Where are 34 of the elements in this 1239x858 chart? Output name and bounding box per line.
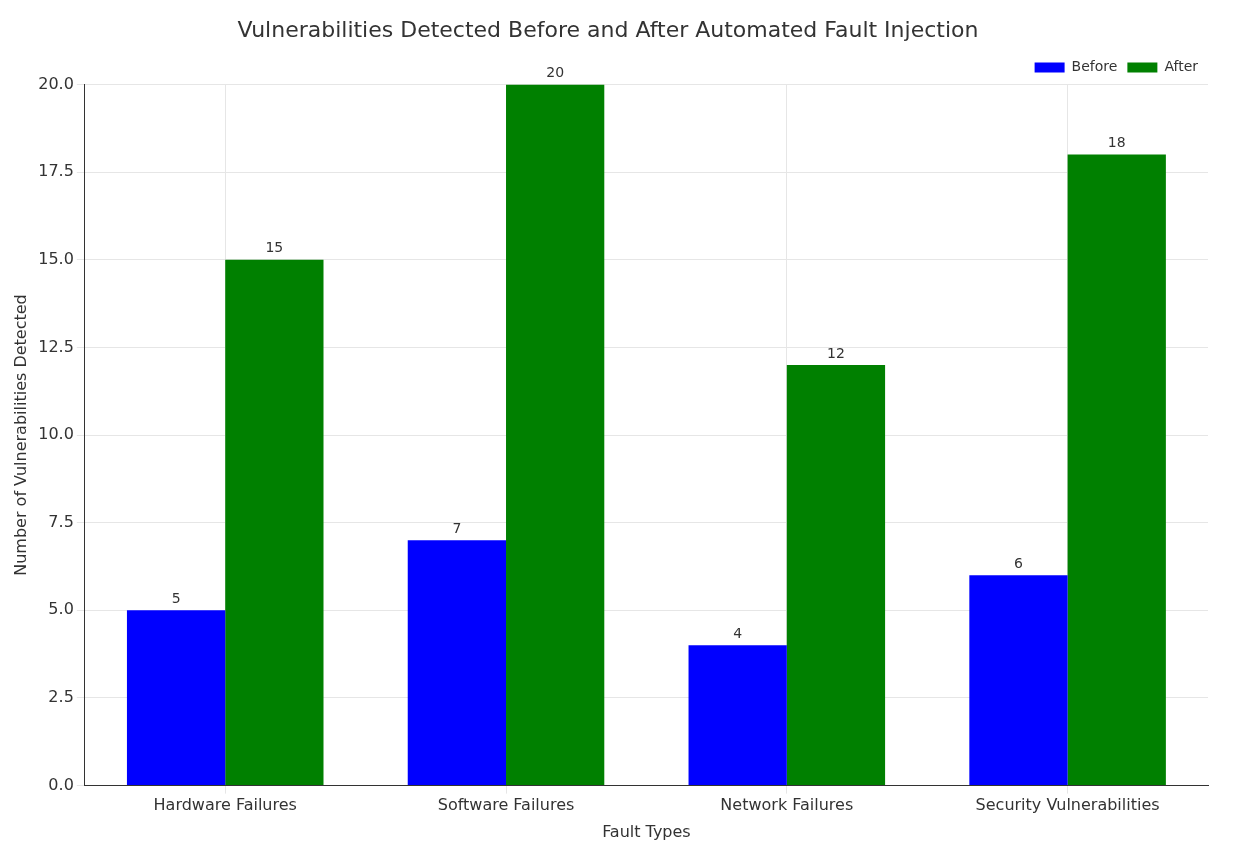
y-tick-label: 12.5 — [38, 336, 74, 356]
x-tick-label: Network Failures — [720, 795, 854, 815]
legend-label: After — [1164, 58, 1199, 75]
y-tick-label: 7.5 — [48, 511, 74, 531]
bar — [1067, 154, 1166, 786]
data-label: 15 — [265, 239, 284, 256]
y-tick-label: 10.0 — [38, 424, 74, 444]
bar — [506, 84, 605, 786]
bar — [126, 610, 226, 786]
data-label: 7 — [452, 519, 462, 536]
data-label: 12 — [827, 344, 845, 361]
data-label: 5 — [171, 589, 181, 606]
x-tick-label: Security Vulnerabilities — [975, 795, 1160, 815]
y-axis-title: Number of Vulnerabilities Detected — [10, 294, 30, 576]
x-tick-label: Software Failures — [437, 795, 575, 815]
bar — [786, 364, 886, 786]
bar — [688, 645, 787, 786]
bar — [969, 575, 1068, 786]
y-tick-label: 0.0 — [48, 774, 74, 794]
y-tick-label: 5.0 — [48, 599, 74, 619]
y-tick-label: 20.0 — [38, 73, 74, 93]
bar — [225, 259, 324, 786]
y-tick-label: 17.5 — [38, 161, 74, 181]
y-tick-label: 15.0 — [38, 248, 74, 268]
chart-title: Vulnerabilities Detected Before and After Automated Fault Injection — [237, 16, 979, 42]
data-label: 18 — [1107, 134, 1126, 151]
x-axis-title: Fault Types — [602, 821, 691, 841]
data-label: 4 — [733, 625, 743, 641]
y-tick-label: 2.5 — [48, 687, 74, 707]
data-label: 20 — [546, 64, 565, 81]
legend-label: Before — [1071, 58, 1118, 75]
x-tick-label: Hardware Failures — [153, 795, 297, 815]
bar — [407, 540, 507, 786]
data-label: 6 — [1014, 554, 1023, 571]
